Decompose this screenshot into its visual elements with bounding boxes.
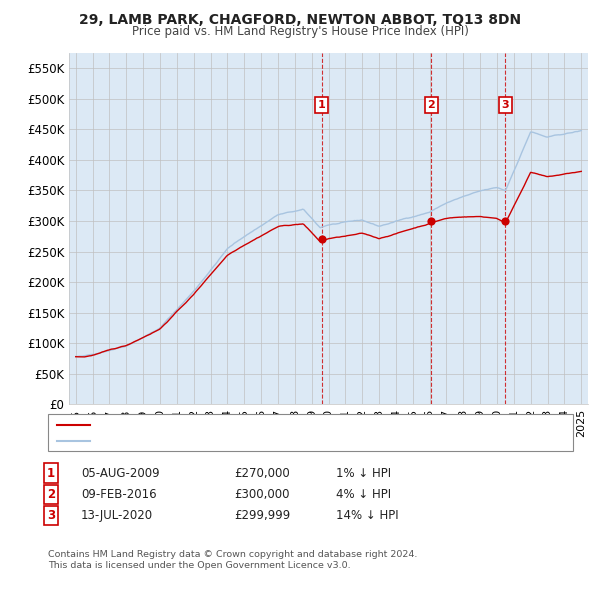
Text: 2: 2	[47, 488, 55, 501]
Text: 29, LAMB PARK, CHAGFORD, NEWTON ABBOT, TQ13 8DN (detached house): 29, LAMB PARK, CHAGFORD, NEWTON ABBOT, T…	[96, 419, 488, 430]
Point	[500, 217, 510, 226]
Text: 1: 1	[47, 467, 55, 480]
Text: 1: 1	[318, 100, 326, 110]
Text: 3: 3	[502, 100, 509, 110]
Text: £299,999: £299,999	[234, 509, 290, 522]
Text: 29, LAMB PARK, CHAGFORD, NEWTON ABBOT, TQ13 8DN: 29, LAMB PARK, CHAGFORD, NEWTON ABBOT, T…	[79, 13, 521, 27]
Text: £300,000: £300,000	[234, 488, 290, 501]
Text: 13-JUL-2020: 13-JUL-2020	[81, 509, 153, 522]
Text: Contains HM Land Registry data © Crown copyright and database right 2024.: Contains HM Land Registry data © Crown c…	[48, 550, 418, 559]
Text: 3: 3	[47, 509, 55, 522]
Text: HPI: Average price, detached house, West Devon: HPI: Average price, detached house, West…	[96, 436, 351, 446]
Point	[427, 217, 436, 226]
Text: £270,000: £270,000	[234, 467, 290, 480]
Text: 4% ↓ HPI: 4% ↓ HPI	[336, 488, 391, 501]
Text: 2: 2	[427, 100, 435, 110]
Text: 05-AUG-2009: 05-AUG-2009	[81, 467, 160, 480]
Text: Price paid vs. HM Land Registry's House Price Index (HPI): Price paid vs. HM Land Registry's House …	[131, 25, 469, 38]
Point	[317, 235, 326, 244]
Text: This data is licensed under the Open Government Licence v3.0.: This data is licensed under the Open Gov…	[48, 560, 350, 569]
Text: 09-FEB-2016: 09-FEB-2016	[81, 488, 157, 501]
Text: 14% ↓ HPI: 14% ↓ HPI	[336, 509, 398, 522]
Text: 1% ↓ HPI: 1% ↓ HPI	[336, 467, 391, 480]
